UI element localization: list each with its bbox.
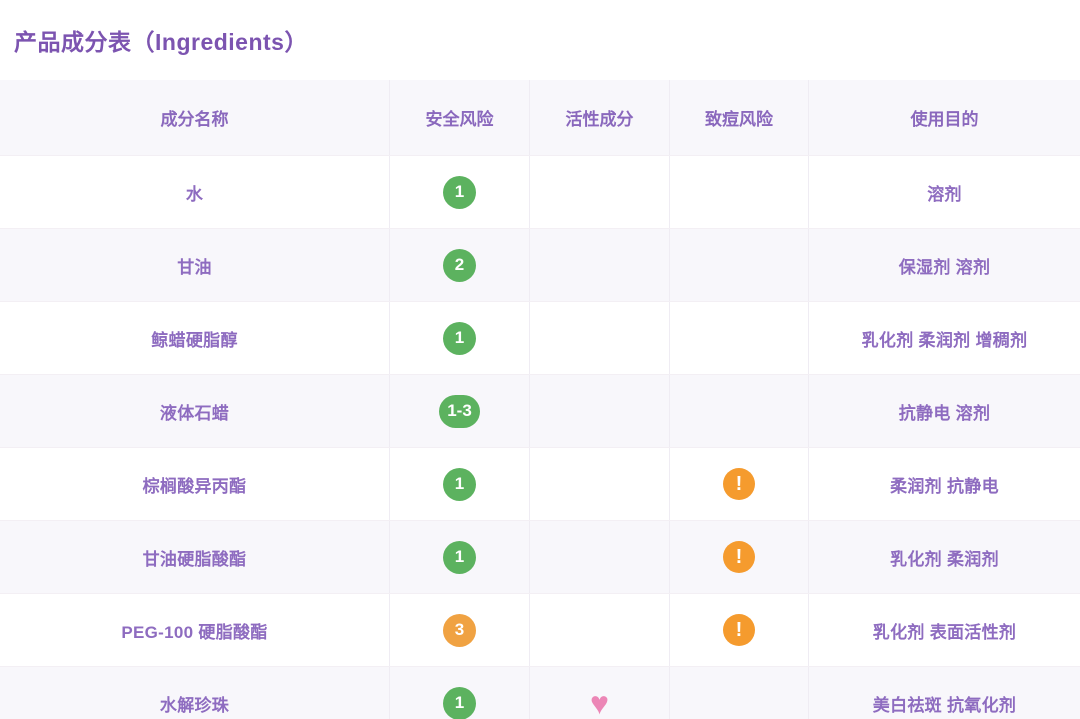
ingredients-table: 成分名称 安全风险 活性成分 致痘风险 使用目的 水 1 溶剂 甘油 2 保湿 bbox=[0, 80, 1080, 719]
cell-acne-risk bbox=[669, 302, 808, 374]
cell-ingredient-name: 甘油 bbox=[177, 257, 212, 277]
cell-safety-risk: 1 bbox=[389, 156, 529, 228]
cell-usage-purpose: 乳化剂 柔润剂 增稠剂 bbox=[808, 302, 1080, 374]
cell-safety-risk: 1 bbox=[389, 667, 529, 719]
cell-ingredient-name: 水解珍珠 bbox=[159, 695, 230, 715]
cell-active-ingredient bbox=[529, 375, 669, 447]
title-bar: 产品成分表（Ingredients） bbox=[0, 0, 1080, 80]
cell-usage-purpose: 乳化剂 柔润剂 bbox=[808, 521, 1080, 593]
exclamation-icon: ! bbox=[723, 541, 755, 573]
header-cell-acne-risk: 致痘风险 bbox=[669, 80, 808, 155]
safety-risk-badge: 1-3 bbox=[439, 394, 480, 428]
cell-active-ingredient bbox=[529, 521, 669, 593]
safety-risk-badge: 1 bbox=[443, 175, 476, 209]
safety-risk-badge: 1 bbox=[443, 686, 476, 719]
safety-risk-badge: 1 bbox=[443, 540, 476, 574]
cell-ingredient-name: PEG-100 硬脂酸酯 bbox=[121, 622, 268, 642]
table-row: PEG-100 硬脂酸酯 3 ! 乳化剂 表面活性剂 bbox=[0, 593, 1080, 666]
table-body: 水 1 溶剂 甘油 2 保湿剂 溶剂 鲸蜡硬脂醇 1 bbox=[0, 155, 1080, 719]
header-cell-safety-risk: 安全风险 bbox=[389, 80, 529, 155]
cell-ingredient-name: 液体石蜡 bbox=[159, 403, 230, 423]
cell-ingredient-name: 棕榈酸异丙酯 bbox=[142, 476, 247, 496]
table-row: 甘油硬脂酸酯 1 ! 乳化剂 柔润剂 bbox=[0, 520, 1080, 593]
cell-acne-risk: ! bbox=[669, 594, 808, 666]
cell-usage-purpose: 柔润剂 抗静电 bbox=[808, 448, 1080, 520]
cell-active-ingredient bbox=[529, 302, 669, 374]
table-row: 水 1 溶剂 bbox=[0, 155, 1080, 228]
cell-ingredient-name: 甘油硬脂酸酯 bbox=[142, 549, 247, 569]
exclamation-icon: ! bbox=[723, 614, 755, 646]
safety-risk-badge: 1 bbox=[443, 467, 476, 501]
cell-safety-risk: 2 bbox=[389, 229, 529, 301]
cell-safety-risk: 1 bbox=[389, 521, 529, 593]
cell-usage-purpose: 乳化剂 表面活性剂 bbox=[808, 594, 1080, 666]
cell-acne-risk bbox=[669, 375, 808, 447]
table-row: 甘油 2 保湿剂 溶剂 bbox=[0, 228, 1080, 301]
table-row: 液体石蜡 1-3 抗静电 溶剂 bbox=[0, 374, 1080, 447]
cell-active-ingredient bbox=[529, 448, 669, 520]
header-cell-active-ingredient: 活性成分 bbox=[529, 80, 669, 155]
table-header-row: 成分名称 安全风险 活性成分 致痘风险 使用目的 bbox=[0, 80, 1080, 155]
heart-icon: ♥ bbox=[590, 685, 609, 719]
cell-usage-purpose: 抗静电 溶剂 bbox=[808, 375, 1080, 447]
cell-acne-risk: ! bbox=[669, 448, 808, 520]
cell-active-ingredient bbox=[529, 594, 669, 666]
table-row: 棕榈酸异丙酯 1 ! 柔润剂 抗静电 bbox=[0, 447, 1080, 520]
cell-acne-risk bbox=[669, 156, 808, 228]
cell-usage-purpose: 保湿剂 溶剂 bbox=[808, 229, 1080, 301]
cell-active-ingredient: ♥ bbox=[529, 667, 669, 719]
cell-usage-purpose: 溶剂 bbox=[808, 156, 1080, 228]
page-title: 产品成分表（Ingredients） bbox=[14, 29, 308, 55]
cell-safety-risk: 1-3 bbox=[389, 375, 529, 447]
safety-risk-badge: 3 bbox=[443, 613, 476, 647]
cell-acne-risk bbox=[669, 229, 808, 301]
cell-acne-risk bbox=[669, 667, 808, 719]
cell-safety-risk: 3 bbox=[389, 594, 529, 666]
cell-ingredient-name: 水 bbox=[185, 184, 204, 204]
cell-usage-purpose: 美白祛斑 抗氧化剂 bbox=[808, 667, 1080, 719]
header-cell-ingredient-name: 成分名称 bbox=[160, 110, 229, 129]
cell-safety-risk: 1 bbox=[389, 302, 529, 374]
cell-acne-risk: ! bbox=[669, 521, 808, 593]
cell-ingredient-name: 鲸蜡硬脂醇 bbox=[151, 330, 238, 350]
safety-risk-badge: 2 bbox=[443, 248, 476, 282]
exclamation-icon: ! bbox=[723, 468, 755, 500]
header-cell-usage-purpose: 使用目的 bbox=[808, 80, 1080, 155]
cell-active-ingredient bbox=[529, 229, 669, 301]
table-row: 水解珍珠 1 ♥ 美白祛斑 抗氧化剂 bbox=[0, 666, 1080, 719]
cell-safety-risk: 1 bbox=[389, 448, 529, 520]
safety-risk-badge: 1 bbox=[443, 321, 476, 355]
table-row: 鲸蜡硬脂醇 1 乳化剂 柔润剂 增稠剂 bbox=[0, 301, 1080, 374]
cell-active-ingredient bbox=[529, 156, 669, 228]
